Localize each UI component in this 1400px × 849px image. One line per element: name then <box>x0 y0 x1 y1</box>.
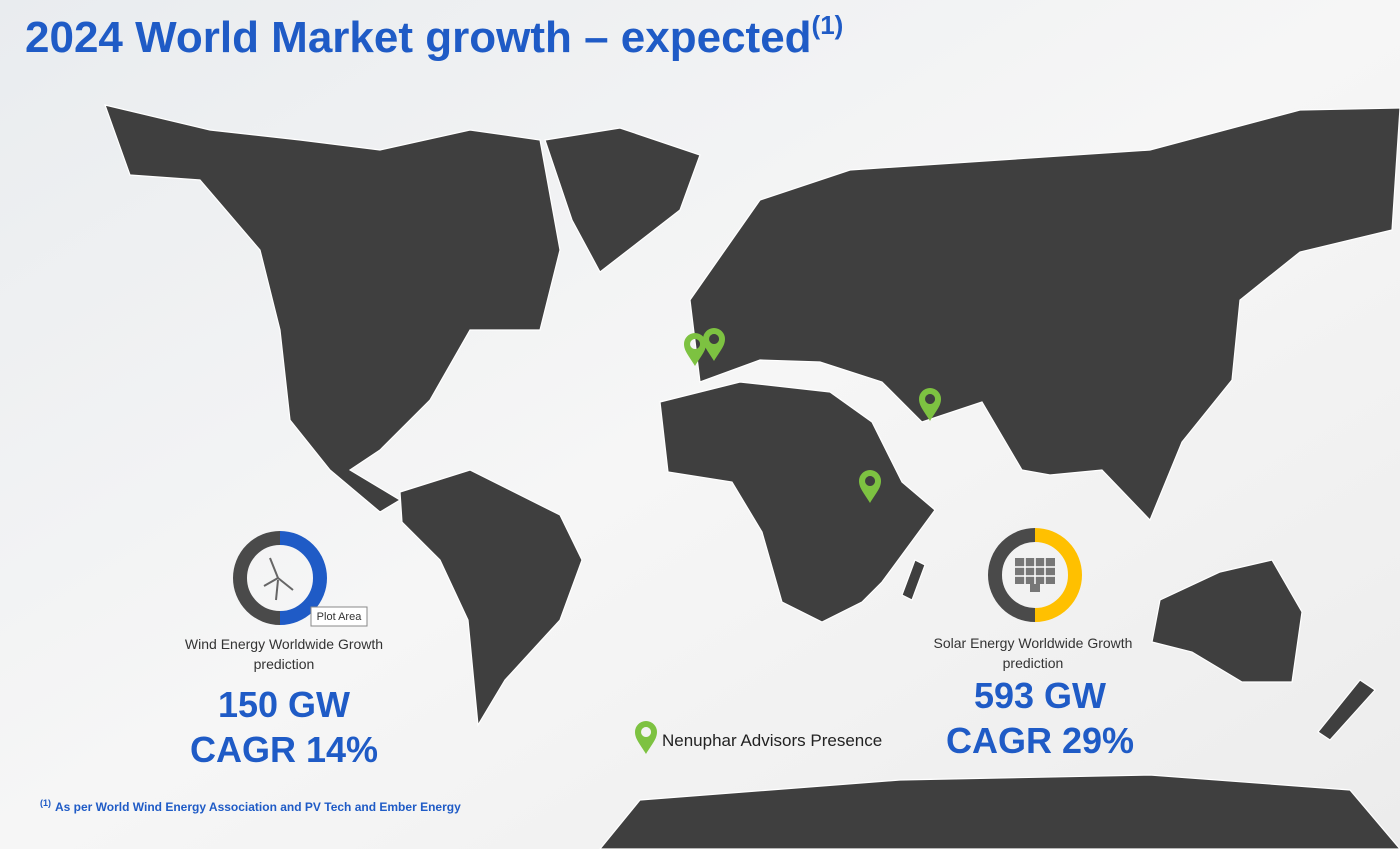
wind-label: Wind Energy Worldwide Growth prediction <box>184 636 384 672</box>
donut-segment <box>988 528 1036 622</box>
solar-icon <box>1015 558 1055 592</box>
tooltip-box <box>310 606 368 627</box>
north-america <box>104 104 561 513</box>
solar-cagr: CAGR 29% <box>946 720 1134 761</box>
eurasia <box>689 107 1400 522</box>
footnote-text: As per World Wind Energy Association and… <box>55 800 461 814</box>
madagascar <box>901 559 926 601</box>
pin <box>703 328 725 361</box>
title-note: (1) <box>812 10 844 40</box>
presence-pins <box>684 328 941 503</box>
pin <box>919 388 941 421</box>
tooltip: Plot Area <box>317 611 363 623</box>
legend-pin <box>635 721 657 754</box>
legend: Nenuphar Advisors Presence <box>662 731 882 750</box>
title-text: 2024 World Market growth – expected <box>25 13 812 62</box>
footnote: (1) As per World Wind Energy Association … <box>40 798 461 814</box>
wind-label-box: Wind Energy Worldwide Growth prediction <box>184 636 384 672</box>
africa <box>659 381 936 623</box>
donut-segment <box>233 531 281 625</box>
australia <box>1151 559 1303 683</box>
donut-segment <box>279 531 327 625</box>
donut-segment <box>1034 528 1082 622</box>
wind-cagr: CAGR 14% <box>190 729 378 770</box>
pin <box>859 470 881 503</box>
title: 2024 World Market growth – expected(1) <box>25 10 843 62</box>
wind-icon <box>263 557 294 601</box>
greenland <box>544 127 701 273</box>
wind-donut <box>233 531 327 625</box>
solar-donut <box>988 528 1082 622</box>
world-map <box>104 104 1400 849</box>
antarctica <box>599 774 1400 849</box>
footnote-note: (1) <box>40 798 51 808</box>
south-america <box>399 469 583 727</box>
solar-label: Solar Energy Worldwide Growth prediction <box>933 635 1133 671</box>
wind-capacity: 150 GW <box>218 684 350 725</box>
new-zealand <box>1317 679 1376 741</box>
solar-capacity: 593 GW <box>974 675 1106 716</box>
pin <box>684 333 706 366</box>
solar-label-box: Solar Energy Worldwide Growth prediction <box>933 635 1133 671</box>
